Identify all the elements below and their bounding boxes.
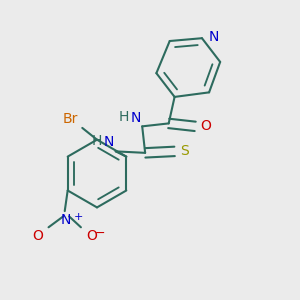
Text: Br: Br [62, 112, 78, 126]
Text: S: S [180, 144, 189, 158]
Text: H: H [118, 110, 129, 124]
Text: O: O [86, 229, 97, 243]
Text: −: − [95, 227, 105, 240]
Text: +: + [74, 212, 83, 222]
Text: N: N [61, 213, 71, 226]
Text: N: N [130, 111, 141, 125]
Text: H: H [92, 134, 103, 148]
Text: N: N [104, 135, 114, 149]
Text: O: O [200, 119, 211, 134]
Text: N: N [208, 30, 219, 44]
Text: O: O [32, 229, 43, 243]
